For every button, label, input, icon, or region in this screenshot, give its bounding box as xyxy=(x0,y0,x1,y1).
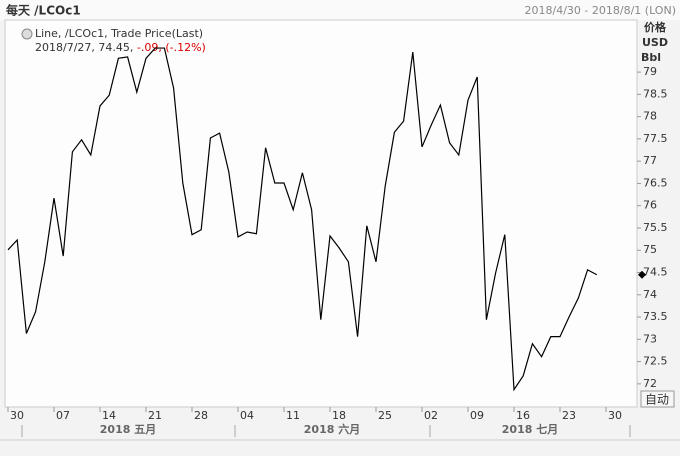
y-tick-label: 72 xyxy=(643,377,657,390)
x-tick-label: 09 xyxy=(470,409,484,422)
x-tick-label: 04 xyxy=(240,409,254,422)
x-tick-label: 18 xyxy=(332,409,346,422)
x-tick-label: 11 xyxy=(286,409,300,422)
y-tick-label: 73.5 xyxy=(643,310,668,323)
x-tick-label: 28 xyxy=(194,409,208,422)
legend-info-text: 2018/7/27, 74.45, xyxy=(35,41,133,54)
y-tick-label: 75 xyxy=(643,243,657,256)
y-tick-label: 76.5 xyxy=(643,176,668,189)
month-label: 2018 七月 xyxy=(502,422,558,436)
y-axis-label: USD xyxy=(642,36,668,49)
month-label: 2018 六月 xyxy=(304,422,360,436)
y-tick-label: 75.5 xyxy=(643,221,668,234)
x-tick-label: 14 xyxy=(102,409,116,422)
y-axis-label: Bbl xyxy=(641,51,661,64)
plot-area xyxy=(4,19,638,408)
last-value-marker xyxy=(638,270,646,279)
y-axis-label: 价格 xyxy=(644,20,667,34)
month-label: 2018 五月 xyxy=(100,423,156,436)
price-line xyxy=(7,47,598,392)
title: 每天 /LCOc1 xyxy=(6,3,81,18)
y-tick-label: 72.5 xyxy=(643,355,668,368)
y-tick-label: 79 xyxy=(643,65,657,78)
date-range: 2018/4/30 - 2018/8/1 (LON) xyxy=(525,4,676,17)
header-bar xyxy=(0,0,680,20)
legend-info: 2018/7/27, 74.45, -.09, (-.12%) xyxy=(35,41,206,54)
y-tick-label: 74 xyxy=(643,288,657,301)
x-tick-label: 23 xyxy=(562,409,576,422)
x-tick-label: 30 xyxy=(608,409,622,422)
y-tick-label: 78.5 xyxy=(643,87,668,100)
y-tick-label: 73 xyxy=(643,332,657,345)
legend-change: -.09, (-.12%) xyxy=(137,41,206,54)
x-tick-label: 21 xyxy=(148,409,162,422)
auto-button-label[interactable]: 自动 xyxy=(645,393,669,407)
x-tick-label: 07 xyxy=(56,409,70,422)
legend-series: Line, /LCOc1, Trade Price(Last) xyxy=(35,27,203,40)
y-tick-label: 76 xyxy=(643,199,657,212)
y-tick-label: 77 xyxy=(643,154,657,167)
y-tick-label: 78 xyxy=(643,110,657,123)
y-tick-label: 74.5 xyxy=(643,266,668,279)
legend-icon xyxy=(21,28,33,40)
y-tick-label: 77.5 xyxy=(643,132,668,145)
auto-button[interactable] xyxy=(640,390,675,408)
x-tick-label: 30 xyxy=(10,409,24,422)
x-tick-label: 16 xyxy=(516,409,530,422)
x-tick-label: 25 xyxy=(378,409,392,422)
x-tick-label: 02 xyxy=(424,409,438,422)
